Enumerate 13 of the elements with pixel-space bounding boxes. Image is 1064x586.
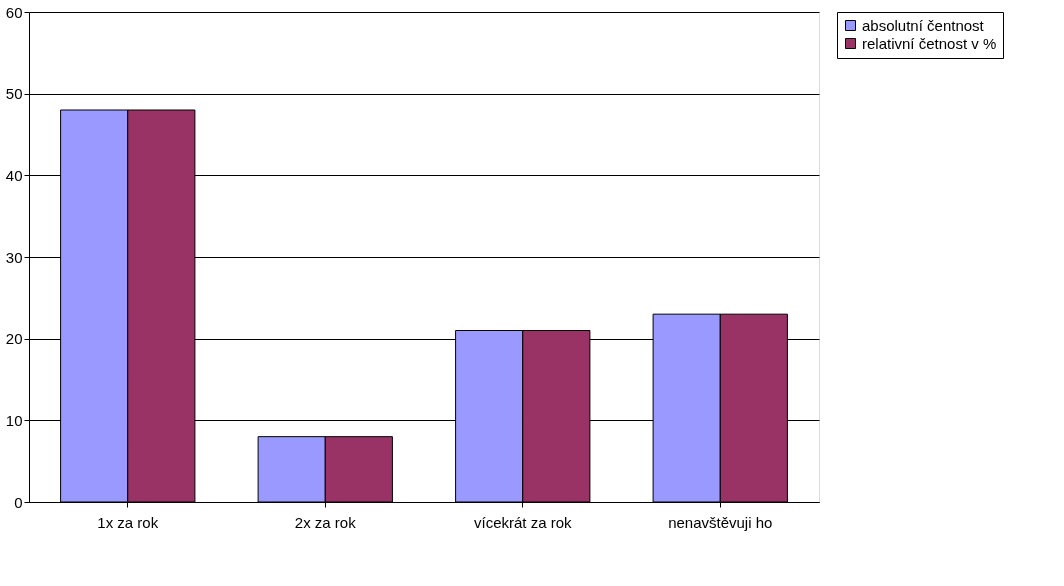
y-tick-label: 10	[5, 411, 23, 429]
y-tick-label: 30	[5, 248, 23, 266]
legend-label: relativní četnost v %	[862, 34, 997, 52]
x-tick-label: 2x za rok	[294, 513, 357, 531]
y-tick-label: 20	[5, 330, 23, 348]
y-tick-label: 40	[5, 166, 23, 184]
y-tick-label: 60	[5, 3, 23, 21]
x-tick-label: nenavštěvuji ho	[668, 513, 773, 531]
legend-label: absolutní čentnost	[862, 16, 985, 34]
x-tick-label: vícekrát za rok	[473, 513, 573, 531]
y-tick-label: 0	[14, 493, 23, 511]
y-tick-label: 50	[5, 85, 23, 103]
x-tick-label: 1x za rok	[97, 513, 159, 531]
